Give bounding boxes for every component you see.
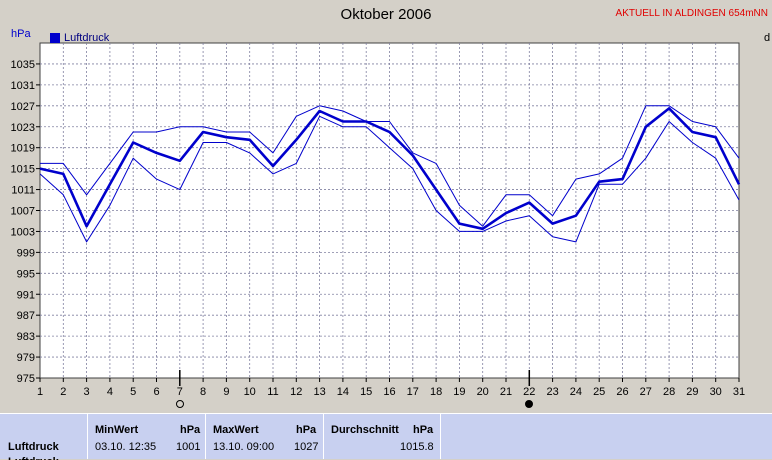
x-tick-label: 3	[84, 386, 90, 398]
y-tick-label: 1023	[11, 122, 35, 134]
x-tick-label: 17	[407, 386, 419, 398]
max-value: 1027	[294, 441, 319, 453]
min-date: 03.10. 12:35	[95, 441, 157, 453]
stats-row-label-2: Luftdruck	[8, 456, 59, 460]
y-tick-label: 999	[17, 247, 35, 259]
x-tick-label: 9	[223, 386, 229, 398]
right-axis-unit: d	[764, 32, 771, 44]
x-tick-label: 25	[593, 386, 605, 398]
y-tick-label: 1011	[11, 185, 35, 197]
legend-label: Luftdruck	[64, 32, 110, 44]
avg-value: 1015.8	[400, 441, 434, 453]
series-line-mean	[39, 107, 741, 231]
y-tick-label: 1007	[11, 206, 35, 218]
legend-swatch	[50, 33, 60, 43]
axes: 1 2 3 4 5 6 7 8 9 10 11 12 13 14 15 16 17 18 19 20 21 22 23 24 2…	[11, 59, 746, 398]
x-tick-label: 5	[130, 386, 136, 398]
min-header: MinWert	[95, 424, 139, 436]
new-moon-icon	[525, 400, 534, 408]
grid	[40, 43, 739, 378]
station-label: AKTUELL IN ALDINGEN 654mNN	[615, 8, 768, 19]
min-cell: MinWert hPa 03.10. 12:35 1001	[87, 414, 205, 459]
x-tick-label: 2	[60, 386, 66, 398]
y-tick-label: 1003	[11, 226, 35, 238]
statistics-panel: Luftdruck Luftdruck MinWert hPa 03.10. 1…	[0, 413, 772, 460]
x-tick-label: 11	[267, 386, 278, 398]
x-tick-label: 31	[733, 386, 745, 398]
x-tick-label: 4	[107, 386, 113, 398]
x-tick-label: 18	[430, 386, 442, 398]
y-tick-label: 983	[17, 331, 35, 343]
max-date: 13.10. 09:00	[213, 441, 275, 453]
series-line-min	[39, 115, 740, 243]
x-tick-label: 14	[337, 386, 349, 398]
chart-title: Oktober 2006	[340, 6, 432, 23]
x-tick-label: 13	[313, 386, 325, 398]
avg-cell: Durchschnitt hPa 1015.8	[323, 414, 441, 459]
x-tick-label: 20	[477, 386, 489, 398]
y-tick-label: 975	[17, 373, 35, 385]
series-line-max	[40, 105, 740, 227]
max-header: MaxWert	[213, 424, 259, 436]
x-tick-label: 22	[523, 386, 535, 398]
max-cell: MaxWert hPa 13.10. 09:00 1027	[205, 414, 323, 459]
x-tick-label: 1	[37, 386, 43, 398]
full-moon-icon	[175, 400, 184, 408]
x-tick-label: 30	[710, 386, 722, 398]
stats-row-label: Luftdruck	[8, 441, 59, 453]
y-tick-label: 1015	[11, 164, 35, 176]
x-tick-label: 24	[570, 386, 582, 398]
x-tick-label: 16	[383, 386, 395, 398]
x-tick-label: 21	[500, 386, 512, 398]
y-tick-label: 979	[17, 352, 35, 364]
x-tick-label: 6	[153, 386, 159, 398]
min-value: 1001	[176, 441, 201, 453]
series-lines	[39, 105, 741, 243]
y-tick-label: 995	[17, 268, 35, 280]
y-tick-label: 987	[17, 310, 35, 322]
min-unit: hPa	[180, 424, 201, 436]
y-tick-label: 1031	[11, 80, 35, 92]
x-tick-label: 29	[686, 386, 698, 398]
y-tick-label: 1035	[11, 59, 35, 71]
y-tick-label: 991	[17, 289, 35, 301]
avg-header: Durchschnitt	[331, 424, 399, 436]
x-tick-label: 23	[546, 386, 558, 398]
max-unit: hPa	[296, 424, 317, 436]
x-tick-label: 28	[663, 386, 675, 398]
x-tick-label: 10	[244, 386, 256, 398]
y-axis-unit: hPa	[11, 28, 31, 40]
x-tick-label: 8	[200, 386, 206, 398]
x-tick-label: 19	[453, 386, 465, 398]
chart: 1 2 3 4 5 6 7 8 9 10 11 12 13 14 15 16 17 18 19 20 21 22 23 24 2…	[11, 42, 746, 398]
x-tick-label: 27	[640, 386, 652, 398]
y-tick-label: 1027	[11, 101, 35, 113]
x-tick-label: 15	[360, 386, 372, 398]
x-tick-label: 7	[177, 386, 183, 398]
x-tick-label: 26	[616, 386, 628, 398]
avg-unit: hPa	[413, 424, 434, 436]
x-tick-label: 12	[290, 386, 302, 398]
legend: Luftdruck	[50, 32, 109, 44]
y-tick-label: 1019	[11, 143, 35, 155]
